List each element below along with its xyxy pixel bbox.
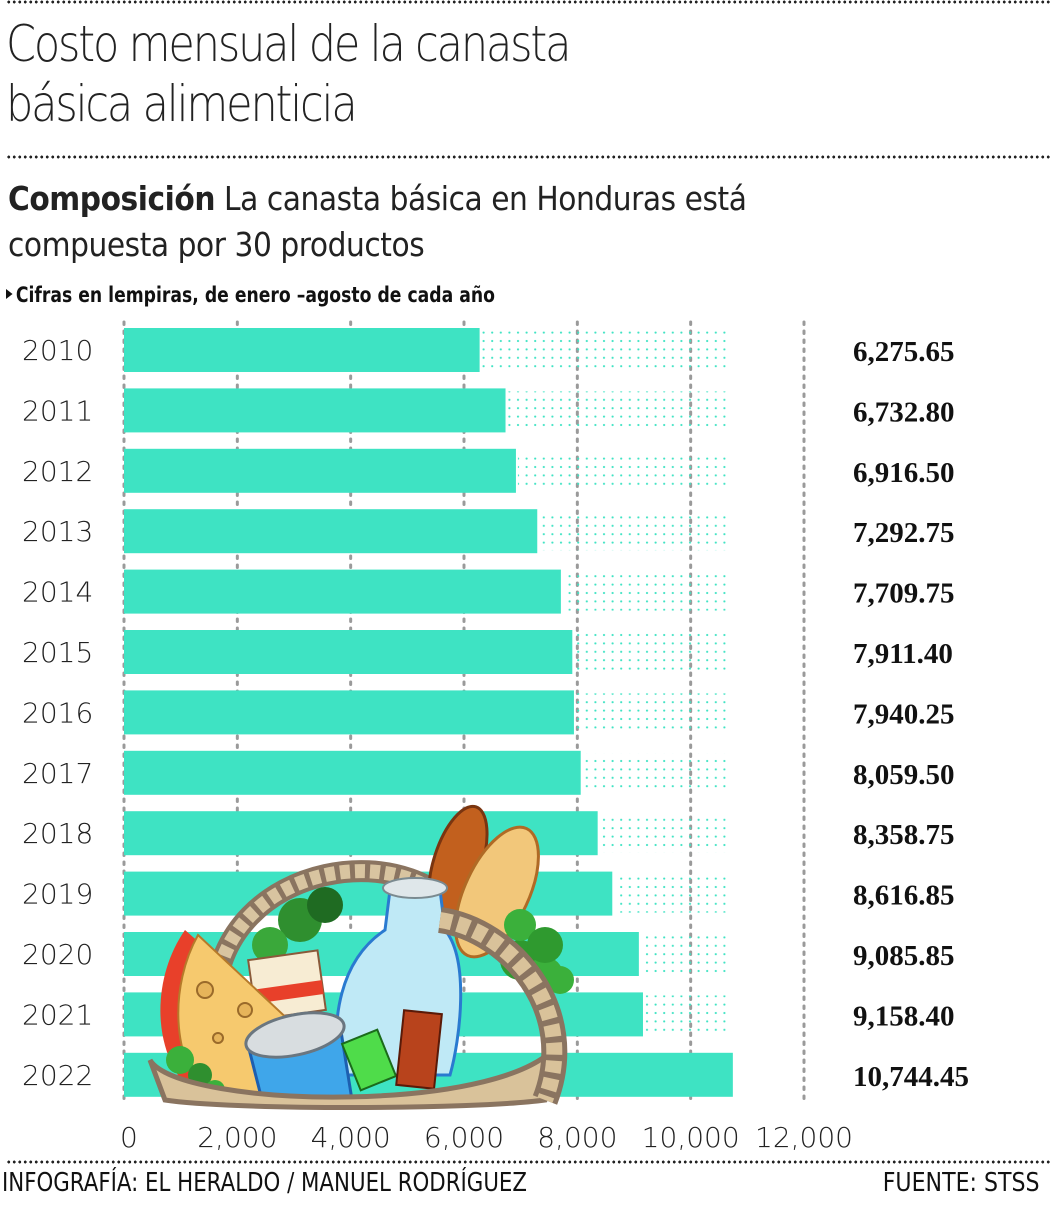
value-label: 7,940.25 — [853, 698, 955, 730]
dotted-remainder — [574, 633, 731, 671]
bar — [124, 690, 574, 735]
subtitle-text: La canasta básica en Honduras está — [224, 179, 747, 218]
dotted-remainder — [539, 512, 731, 551]
can-icon — [244, 1011, 354, 1102]
category-label: 2021 — [22, 998, 93, 1031]
subtitle-line-2: compuesta por 30 productos — [8, 225, 425, 264]
dotted-remainder — [614, 874, 731, 913]
value-label: 8,358.75 — [853, 819, 955, 851]
subtitle: Composición La canasta básica en Hondura… — [8, 176, 747, 268]
triangle-bullet-icon — [6, 289, 13, 299]
title-line-2: básica alimenticia — [6, 75, 358, 133]
value-label: 9,085.85 — [853, 940, 955, 972]
basket-icon — [147, 907, 568, 1110]
page-title: Costo mensual de la canasta básica alime… — [6, 14, 571, 134]
category-label: 2013 — [22, 515, 93, 548]
tick-label: 8,000 — [537, 1121, 617, 1154]
value-labels: 6,275.65 6,732.80 6,916.50 7,292.75 7,709.75… — [853, 336, 969, 1093]
title-line-1: Costo mensual de la canasta — [6, 15, 571, 73]
value-label: 9,158.40 — [853, 1000, 955, 1032]
tick-label: 10,000 — [642, 1121, 740, 1154]
category-label: 2012 — [22, 455, 93, 488]
tick-label: 12,000 — [755, 1121, 853, 1154]
value-label: 6,732.80 — [853, 396, 955, 428]
category-label: 2011 — [22, 394, 93, 427]
dotted-remainder — [507, 391, 731, 430]
category-label: 2010 — [22, 334, 93, 367]
dotted-remainder — [481, 331, 731, 369]
food-basket-illustration — [147, 804, 574, 1110]
value-label: 8,059.50 — [853, 759, 955, 791]
category-label: 2022 — [22, 1059, 93, 1092]
dotted-fills — [481, 331, 731, 1034]
value-label: 8,616.85 — [853, 880, 955, 912]
bar — [124, 630, 573, 674]
category-label: 2019 — [22, 878, 93, 911]
value-label: 7,709.75 — [853, 578, 955, 610]
category-label: 2020 — [22, 938, 93, 971]
category-label: 2016 — [22, 696, 93, 729]
bar — [124, 448, 516, 493]
brown-box-icon — [395, 1009, 443, 1090]
units-note: Cifras en lempiras, de enero –agosto de … — [6, 283, 495, 307]
category-labels: 2010 2011 2012 2013 2014 2015 2016 2017 2018 2019… — [22, 334, 93, 1092]
tick-label: 2,000 — [197, 1121, 277, 1154]
credit-text: INFOGRAFÍA: EL HERALDO / MANUEL RODRÍGUE… — [2, 1168, 528, 1198]
top-divider — [6, 0, 1050, 4]
bar — [124, 569, 561, 614]
green-box-icon — [340, 1028, 398, 1092]
dotted-remainder — [599, 814, 731, 853]
category-label: 2017 — [22, 757, 93, 790]
subtitle-bold: Composición — [8, 179, 216, 218]
bar — [124, 750, 581, 795]
dotted-remainder — [640, 935, 731, 973]
value-label: 6,916.50 — [853, 457, 955, 489]
category-label: 2015 — [22, 636, 93, 669]
dotted-remainder — [562, 572, 731, 611]
value-label: 10,744.45 — [853, 1061, 969, 1093]
tick-label: 6,000 — [424, 1121, 504, 1154]
units-note-text: Cifras en lempiras, de enero –agosto de … — [15, 283, 495, 307]
dotted-remainder — [575, 693, 731, 732]
value-label: 7,911.40 — [853, 638, 953, 670]
dotted-remainder — [517, 451, 731, 490]
dotted-remainder — [582, 753, 731, 792]
tick-label: 0 — [120, 1121, 138, 1154]
tick-label: 4,000 — [311, 1121, 391, 1154]
category-label: 2018 — [22, 817, 93, 850]
value-label: 7,292.75 — [853, 517, 955, 549]
bar — [124, 509, 538, 554]
bar — [124, 388, 506, 433]
bar — [124, 328, 480, 372]
category-label: 2014 — [22, 576, 93, 609]
source-text: FUENTE: STSS — [883, 1168, 1040, 1198]
value-label: 6,275.65 — [853, 336, 955, 368]
x-axis-ticks: 0 2,000 4,000 6,000 8,000 10,000 12,000 — [120, 1121, 853, 1154]
title-divider — [6, 155, 1050, 159]
dotted-remainder — [644, 995, 731, 1034]
footer-divider — [6, 1160, 1050, 1164]
